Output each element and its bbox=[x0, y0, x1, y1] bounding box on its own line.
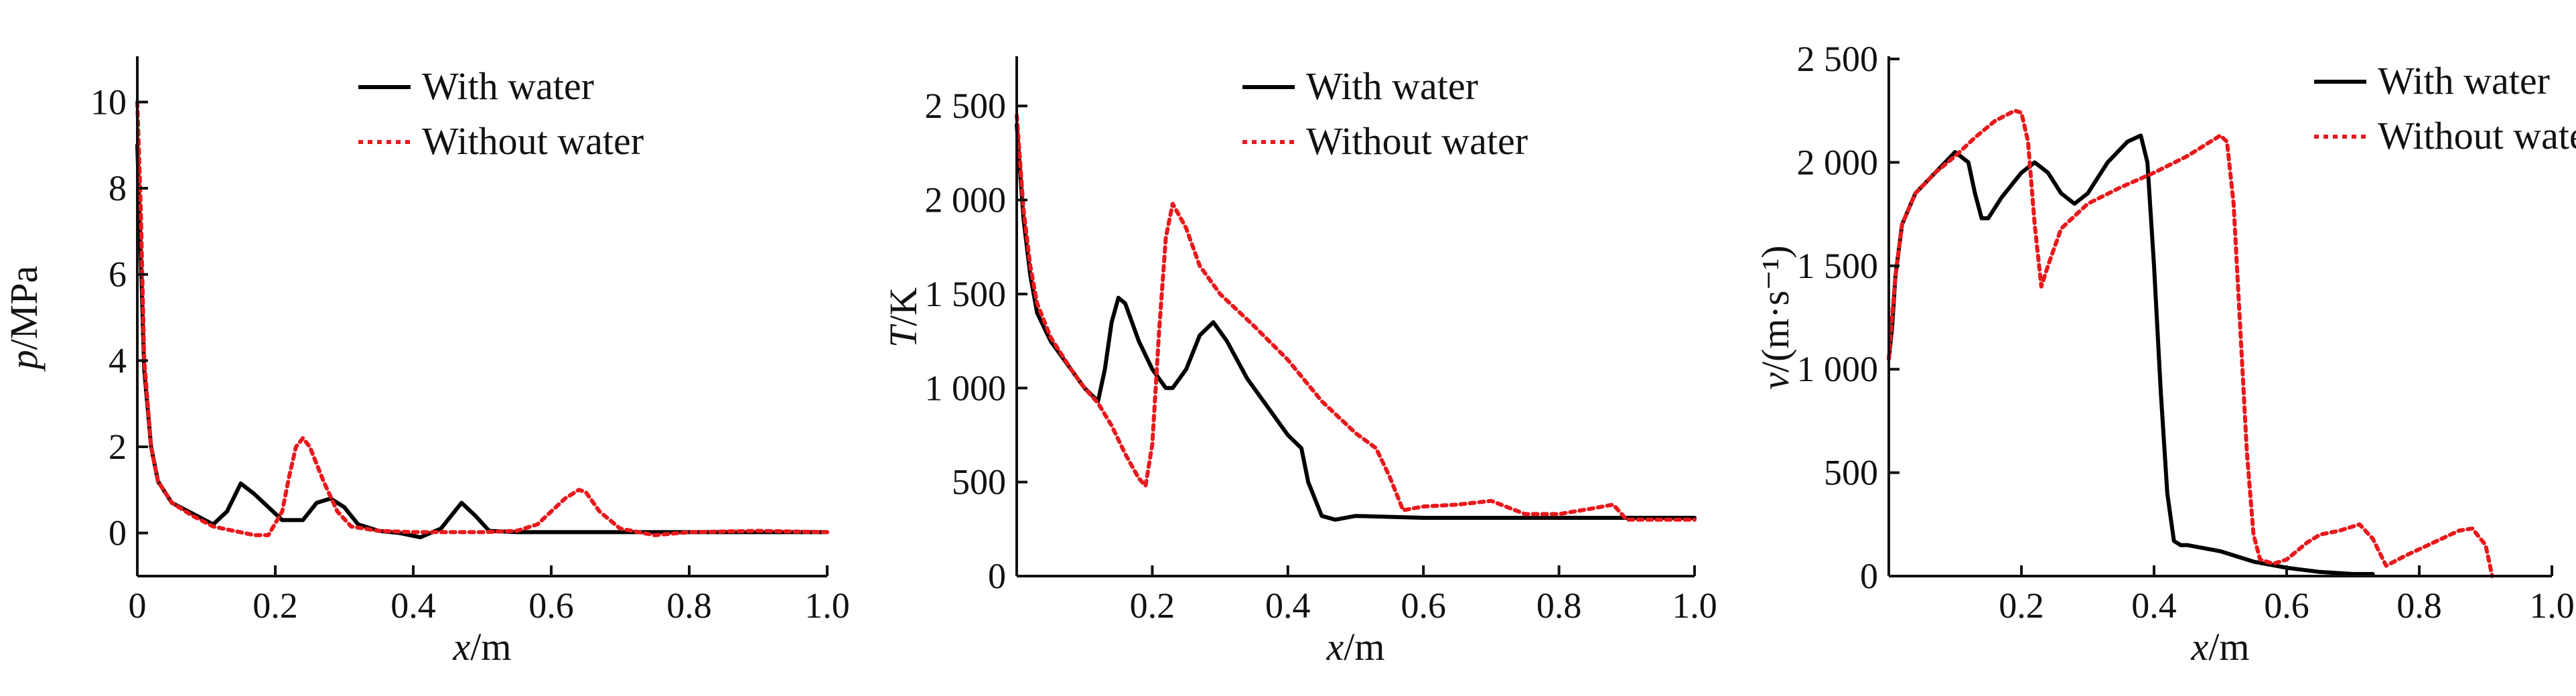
series-line-with-water bbox=[1889, 135, 2373, 574]
y-tick-label: 0 bbox=[988, 556, 1006, 596]
series-line-with-water bbox=[137, 145, 827, 537]
y-tick-label: 2 500 bbox=[925, 86, 1007, 126]
x-tick-label: 0 bbox=[129, 585, 147, 626]
x-tick-label: 0.8 bbox=[1536, 585, 1582, 626]
legend-label-without-water: Without water bbox=[1306, 119, 1528, 163]
series-line-without-water bbox=[1889, 111, 2492, 576]
x-tick-label: 0.6 bbox=[528, 585, 574, 626]
legend: With water Without water bbox=[358, 64, 644, 163]
legend: With water Without water bbox=[2314, 59, 2576, 157]
x-tick-label: 0.6 bbox=[2264, 585, 2309, 626]
series-line-with-water bbox=[1017, 125, 1695, 520]
x-tick-label: 0.4 bbox=[390, 585, 436, 626]
legend-label-with-water: With water bbox=[422, 64, 594, 108]
y-tick-label: 500 bbox=[1824, 453, 1878, 493]
legend: With water Without water bbox=[1242, 64, 1528, 163]
y-tick-label: 4 bbox=[109, 340, 127, 380]
x-tick-label: 0.6 bbox=[1401, 585, 1446, 626]
series-line-without-water bbox=[137, 102, 827, 535]
legend-label-with-water: With water bbox=[2378, 59, 2550, 102]
y-axis-label: p/MPa bbox=[2, 266, 46, 372]
y-axis-label: T/K bbox=[881, 287, 925, 348]
y-tick-label: 0 bbox=[1860, 556, 1878, 596]
y-tick-label: 8 bbox=[109, 168, 127, 208]
y-tick-label: 2 bbox=[109, 427, 127, 467]
y-tick-label: 10 bbox=[90, 82, 127, 122]
y-tick-label: 500 bbox=[952, 462, 1006, 502]
x-tick-label: 0.8 bbox=[2396, 585, 2442, 626]
y-tick-label: 1 000 bbox=[1797, 349, 1879, 389]
x-tick-label: 0.8 bbox=[666, 585, 712, 626]
y-tick-label: 2 000 bbox=[1797, 142, 1879, 182]
x-tick-label: 0.4 bbox=[1265, 585, 1311, 626]
y-tick-label: 2 500 bbox=[1797, 39, 1879, 79]
y-tick-label: 1 500 bbox=[1797, 246, 1879, 286]
x-tick-label: 1.0 bbox=[2529, 585, 2575, 626]
figure: 0 2 4 6 8 10 0 0.2 0.4 0.6 0.8 1.0 p/MPa x/m With w… bbox=[0, 0, 2576, 696]
y-tick-label: 1 000 bbox=[925, 368, 1007, 408]
series-line-without-water bbox=[1017, 115, 1695, 520]
y-tick-label: 2 000 bbox=[925, 180, 1007, 220]
y-tick-label: 6 bbox=[109, 255, 127, 295]
x-tick-label: 1.0 bbox=[1672, 585, 1717, 626]
legend-label-without-water: Without water bbox=[2378, 114, 2576, 157]
y-tick-label: 1 500 bbox=[925, 274, 1007, 314]
legend-label-with-water: With water bbox=[1306, 64, 1478, 108]
x-tick-label: 0.2 bbox=[1999, 585, 2044, 626]
panel-pressure: 0 2 4 6 8 10 0 0.2 0.4 0.6 0.8 1.0 p/MPa x/m With w… bbox=[2, 56, 850, 669]
x-axis-label: x/m bbox=[1326, 625, 1385, 669]
y-tick-label: 0 bbox=[109, 513, 127, 553]
x-tick-label: 0.4 bbox=[2131, 585, 2177, 626]
x-axis-label: x/m bbox=[2191, 625, 2250, 669]
x-tick-label: 1.0 bbox=[804, 585, 850, 626]
x-axis-label: x/m bbox=[453, 625, 512, 669]
legend-label-without-water: Without water bbox=[422, 119, 644, 163]
x-tick-label: 0.2 bbox=[253, 585, 298, 626]
y-axis-label: v/(m·s⁻¹) bbox=[1754, 245, 1797, 390]
x-tick-label: 0.2 bbox=[1130, 585, 1175, 626]
